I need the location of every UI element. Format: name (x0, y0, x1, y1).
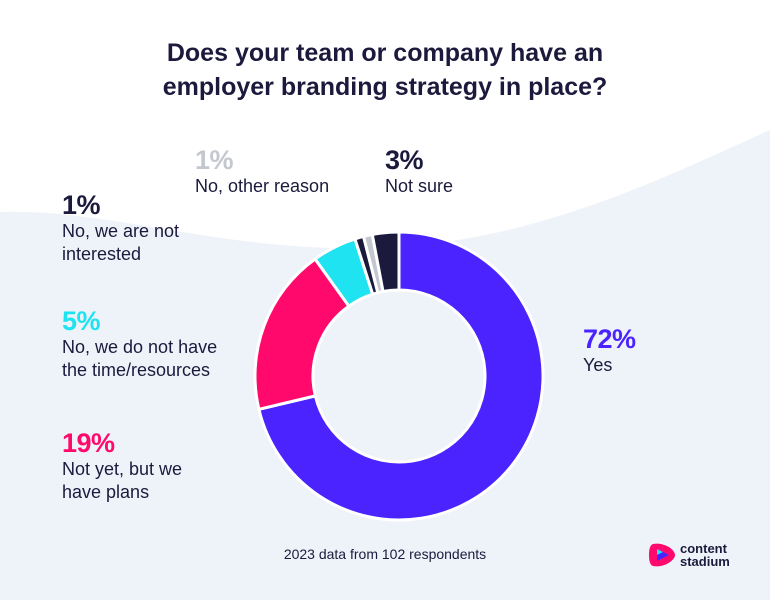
label-plans-pct: 19% (62, 428, 115, 458)
label-yes-pct: 72% (583, 324, 636, 354)
label-yes-text: Yes (583, 355, 613, 375)
label-plans: 19% Not yet, but we have plans (62, 428, 182, 504)
label-not-interested-text: No, we are not interested (62, 221, 180, 264)
content-stadium-logo: content stadium (648, 541, 748, 571)
chart-title-line2: employer branding strategy in place? (162, 73, 608, 101)
footnote: 2023 data from 102 respondents (283, 546, 487, 562)
donut-slice-not-sure (370, 230, 401, 294)
label-not-sure-text: Not sure (385, 176, 454, 196)
label-not-interested: 1% No, we are not interested (62, 190, 179, 266)
label-not-interested-pct: 1% (62, 190, 101, 220)
label-resources-text: No, we do not have the time/resources (62, 337, 218, 380)
label-plans-text: Not yet, but we have plans (62, 459, 183, 502)
logo-text-line1: content (680, 541, 727, 556)
logo-text-line2: stadium (680, 554, 730, 569)
label-resources-pct: 5% (62, 306, 101, 336)
play-logo-icon (649, 543, 675, 567)
label-not-sure-pct: 3% (385, 145, 424, 175)
chart-title-line1: Does your team or company have an (166, 39, 604, 67)
donut-slice-yes (257, 230, 545, 522)
label-not-sure: 3% Not sure (385, 145, 453, 198)
label-yes: 72% Yes (583, 324, 636, 377)
chart-title: Does your team or company have an employ… (0, 36, 770, 104)
label-other-text: No, other reason (195, 176, 330, 196)
label-other-pct: 1% (195, 145, 234, 175)
label-other: 1% No, other reason (195, 145, 329, 198)
label-resources: 5% No, we do not have the time/resources (62, 306, 217, 382)
